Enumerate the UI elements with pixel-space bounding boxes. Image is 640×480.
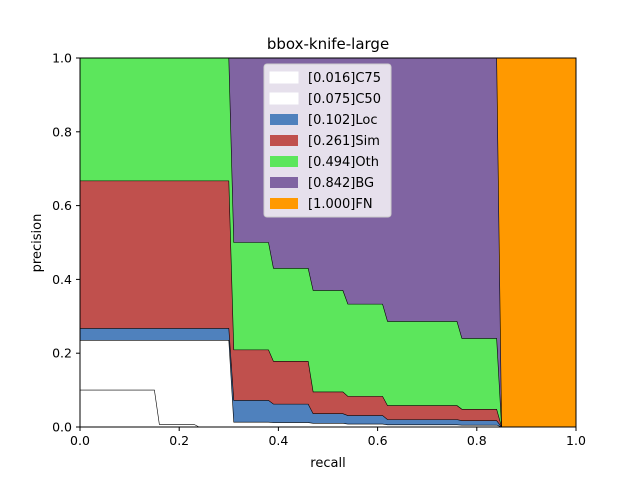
x-tick-label: 0.8 [467, 433, 487, 448]
legend-label: [0.016]C75 [308, 71, 381, 86]
x-tick-label: 0.2 [169, 433, 189, 448]
legend-swatch [270, 177, 298, 188]
x-axis-label: recall [310, 456, 345, 471]
x-axis: 0.0 0.2 0.4 0.6 0.8 1.0 [70, 427, 586, 448]
legend-swatch [270, 156, 298, 167]
legend-swatch [270, 114, 298, 125]
legend-swatch [270, 198, 298, 209]
legend-label: [0.102]Loc [308, 113, 377, 128]
legend-label: [0.494]Oth [308, 155, 379, 170]
area-c50 [80, 340, 576, 427]
x-tick-label: 0.4 [268, 433, 288, 448]
legend-label: [1.000]FN [308, 197, 373, 212]
y-axis: 0.0 0.2 0.4 0.6 0.8 1.0 [52, 51, 80, 435]
legend: [0.016]C75 [0.075]C50 [0.102]Loc [0.261]Sim… [263, 63, 392, 218]
area-c75 [80, 390, 576, 427]
legend-label: [0.842]BG [308, 176, 374, 191]
y-axis-label: precision [30, 214, 45, 273]
plot-areas [80, 57, 576, 428]
y-tick-label: 1.0 [52, 51, 72, 66]
legend-swatch [269, 71, 299, 84]
y-tick-label: 0.6 [52, 198, 72, 213]
chart-title: bbox-knife-large [267, 35, 389, 53]
series-line [80, 180, 576, 428]
series-line [80, 328, 576, 428]
series-line [80, 57, 576, 428]
legend-label: [0.261]Sim [308, 134, 380, 149]
legend-swatch [270, 135, 298, 146]
x-tick-label: 0.0 [70, 433, 90, 448]
y-tick-label: 0.4 [52, 272, 72, 287]
legend-swatch [269, 92, 299, 105]
y-tick-label: 0.0 [52, 420, 72, 435]
plot-frame [79, 57, 577, 428]
y-tick-label: 0.8 [52, 124, 72, 139]
legend-label: [0.075]C50 [308, 92, 381, 107]
x-tick-label: 1.0 [566, 433, 586, 448]
y-tick-label: 0.2 [52, 346, 72, 361]
series-line [80, 339, 576, 428]
x-tick-label: 0.6 [368, 433, 388, 448]
